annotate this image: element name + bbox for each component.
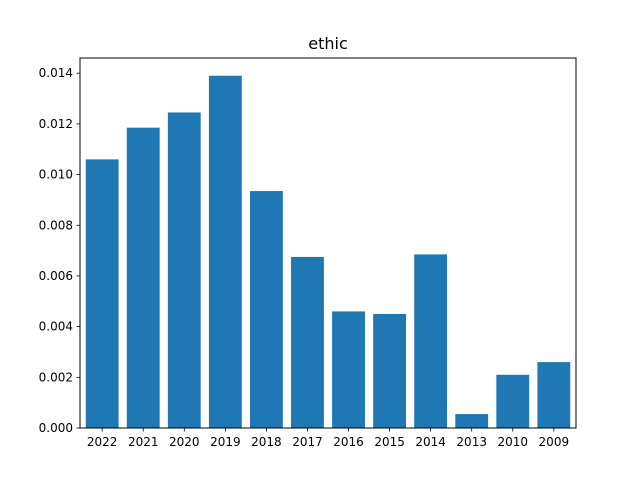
bar-2017 <box>291 256 324 428</box>
bar-2021 <box>126 127 160 429</box>
y-tick-label: 0.004 <box>39 320 73 334</box>
x-tick-label: 2014 <box>415 435 446 449</box>
bar-2020 <box>167 112 201 428</box>
x-tick-label: 2013 <box>456 435 487 449</box>
chart-title: ethic <box>308 34 348 53</box>
bar-2019 <box>208 75 242 429</box>
y-tick-label: 0.010 <box>39 168 73 182</box>
plot-area-frame <box>79 57 577 429</box>
x-tick-label: 2015 <box>374 435 405 449</box>
y-tick-label: 0.002 <box>39 370 73 384</box>
y-tick-label: 0.006 <box>39 269 73 283</box>
bar-2016 <box>332 311 365 428</box>
x-tick-label: 2016 <box>333 435 364 449</box>
x-tick-label: 2019 <box>210 435 241 449</box>
bars-group <box>85 75 571 429</box>
bar-2015 <box>373 313 407 428</box>
x-tick-label: 2018 <box>251 435 282 449</box>
bar-2022 <box>85 159 119 428</box>
x-tick-label: 2022 <box>87 435 118 449</box>
x-axis: 2022 2021 2020 2019 2018 2017 2016 2015 2014 2013… <box>87 428 569 449</box>
bar-2009 <box>537 362 571 428</box>
x-tick-label: 2020 <box>169 435 200 449</box>
y-axis: 0.000 0.002 0.004 0.006 0.008 0.010 0.012 0.014 <box>39 66 80 435</box>
x-tick-label: 2010 <box>497 435 528 449</box>
bar-2010 <box>496 374 530 428</box>
y-tick-label: 0.012 <box>39 117 73 131</box>
bar-2018 <box>249 191 283 428</box>
x-tick-label: 2009 <box>539 435 570 449</box>
x-tick-label: 2017 <box>292 435 323 449</box>
bar-2014 <box>414 254 448 428</box>
x-tick-label: 2021 <box>128 435 159 449</box>
y-tick-label: 0.000 <box>39 421 73 435</box>
bar-2013 <box>455 414 489 428</box>
y-tick-label: 0.014 <box>39 66 73 80</box>
y-tick-label: 0.008 <box>39 218 73 232</box>
